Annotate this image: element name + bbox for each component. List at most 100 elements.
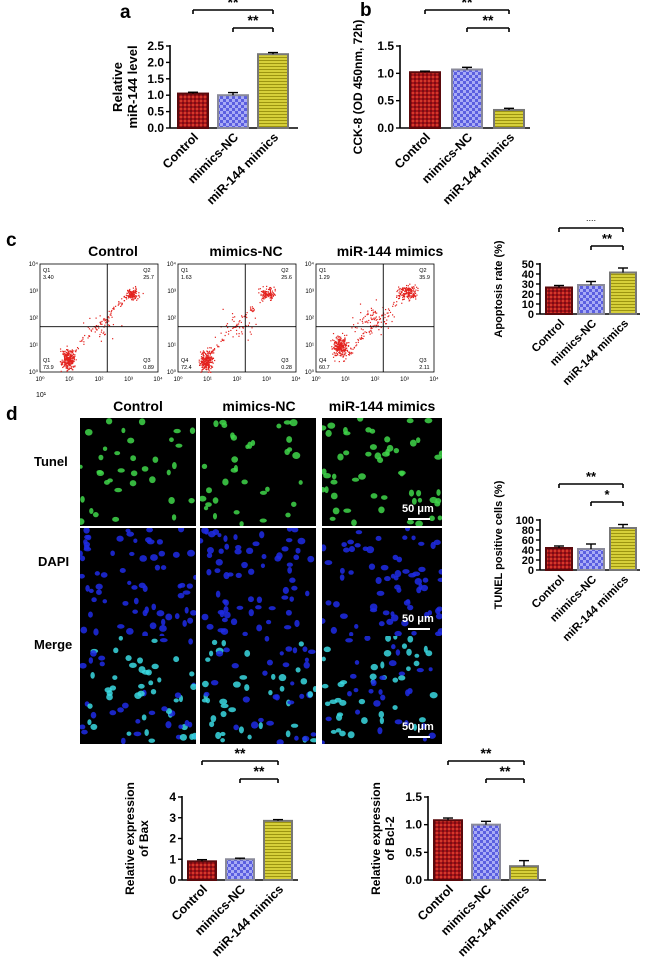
y-axis-label: TUNEL positive cells (%) [493, 480, 505, 609]
flow-y-tick: 10⁴ [167, 261, 177, 268]
sig-label: ** [500, 763, 511, 779]
y-tick-label: 20 [522, 289, 534, 301]
quadrant-name: Q2 [419, 268, 426, 274]
y-tick-label: 10 [522, 299, 534, 311]
flow-y-tick: 10⁰ [167, 369, 177, 376]
flow-x-tick: 10³ [124, 377, 133, 383]
flow-plot-control: Q13.40Q225.7Q173.9Q30.8910⁰10⁰10¹10¹10²1… [29, 261, 163, 383]
quadrant-name: Q3 [143, 358, 150, 364]
micro-title-nc: mimics-NC [222, 398, 296, 414]
y-tick-label: 0.5 [405, 845, 422, 859]
y-tick-label: 2.5 [147, 39, 164, 53]
y-tick-label: 0.5 [147, 105, 164, 119]
category-label: Control [392, 130, 433, 171]
flow-x-tick: 10² [95, 377, 104, 383]
y-tick-label: 1.0 [377, 66, 394, 80]
bar-2 [451, 68, 483, 129]
category-label: miR-144 mimics [209, 882, 286, 959]
micro-image: 50 μm [322, 418, 442, 526]
quadrant-name: Q3 [281, 358, 288, 364]
y-tick-label: 1.0 [405, 818, 422, 832]
category-label: miR-144 mimics [204, 130, 281, 207]
panel-letter-a: a [120, 2, 131, 23]
flow-y-tick: 10¹ [29, 343, 38, 349]
y-tick-label: 40 [522, 269, 534, 281]
sig-label: ** [235, 745, 246, 761]
flow-y-tick: 10¹ [167, 343, 176, 349]
y-tick-label: 50 [522, 259, 534, 271]
flow-x-tick: 10⁰ [35, 376, 45, 383]
panel-letter-d: d [6, 404, 18, 425]
bar-2 [225, 858, 255, 881]
scale-bar-label: 50 μm [402, 503, 434, 515]
y-tick-label: 1.5 [147, 72, 164, 86]
bar-1 [545, 547, 573, 571]
micro-image: 50 μm [322, 636, 442, 744]
y-tick-label: 1.5 [377, 39, 394, 53]
bar-chart-b: 0.0 0.5 1.0 1.5 CCK-8 (OD 450nm, 72h) Control… [351, 0, 530, 207]
flow-x-tick: 10⁰ [311, 376, 321, 383]
quadrant-name: Q1 [43, 358, 50, 364]
y-tick-label: 40 [522, 545, 534, 557]
y-tick-label: 2.0 [147, 55, 164, 69]
quadrant-value: 72.4 [181, 365, 192, 371]
bar-3 [609, 527, 637, 571]
sig-label: ** [586, 220, 597, 228]
y-tick-label: 3 [169, 811, 176, 825]
micro-image [80, 636, 196, 744]
flow-title-control: Control [88, 243, 138, 259]
y-tick-label: 0 [528, 309, 534, 321]
y-tick-label: 0 [169, 873, 176, 887]
flow-y-tick: 10¹ [305, 343, 314, 349]
flow-x-tick: 10¹ [203, 377, 212, 383]
flow-y-tick: 10⁴ [29, 261, 39, 268]
flow-y-tick: 10⁰ [305, 369, 315, 376]
y-tick-label: 100 [516, 515, 534, 527]
micro-row-merge: Merge [34, 637, 73, 652]
y-tick-label: 0.5 [377, 94, 394, 108]
flow-y-tick: 10³ [167, 289, 176, 295]
sig-label: ** [248, 12, 259, 28]
y-axis-label: Relative expressionof Bcl-2 [369, 782, 397, 895]
flow-x-tick: 10³ [262, 377, 271, 383]
bar-3 [609, 271, 637, 315]
quadrant-name: Q1 [43, 268, 50, 274]
quadrant-name: Q4 [319, 358, 326, 364]
panel-letter-b: b [360, 0, 372, 21]
quadrant-name: Q2 [281, 268, 288, 274]
flow-x-tick: 10⁴ [291, 376, 301, 383]
flow-y-tick: 10² [305, 316, 314, 322]
sig-label: ** [586, 470, 597, 484]
flow-y-tick: 10³ [29, 289, 38, 295]
sig-label: ** [462, 0, 473, 10]
quadrant-value: 25.6 [281, 275, 292, 281]
bar-2 [577, 548, 605, 571]
bar-2 [471, 823, 501, 881]
flow-title-mimics: miR-144 mimics [336, 243, 444, 259]
flow-x-tick: 10⁴ [429, 376, 439, 383]
stray-axis-label: 10¹ [36, 392, 47, 399]
flow-y-tick: 10⁴ [305, 261, 315, 268]
quadrant-value: 3.40 [43, 275, 54, 281]
bar-1 [545, 286, 573, 315]
flow-x-tick: 10⁴ [153, 376, 163, 383]
flow-x-tick: 10³ [400, 377, 409, 383]
quadrant-value: 0.89 [143, 365, 154, 371]
scale-bar-label: 50 μm [402, 721, 434, 733]
quadrant-value: 60.7 [319, 365, 330, 371]
flow-x-tick: 10¹ [65, 377, 74, 383]
bar-2 [577, 284, 605, 315]
micro-title-control: Control [113, 398, 163, 414]
quadrant-value: 0.28 [281, 365, 292, 371]
flow-x-tick: 10² [371, 377, 380, 383]
bar-3 [257, 53, 289, 130]
y-axis-label: Apoptosis rate (%) [493, 240, 505, 338]
